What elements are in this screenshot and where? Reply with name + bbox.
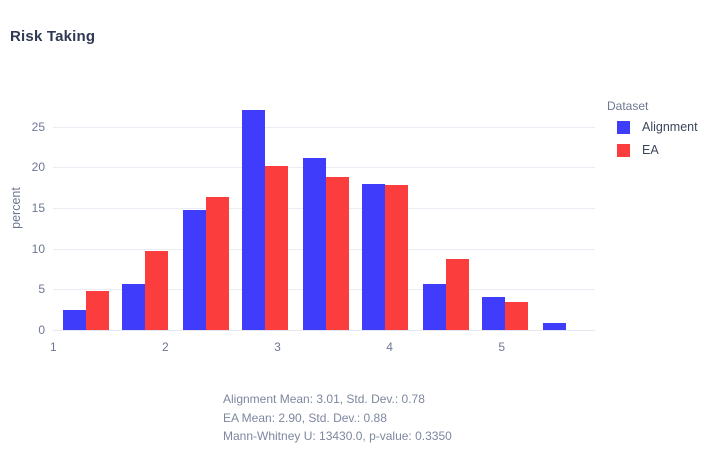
bar-ea-bin7[interactable] — [445, 259, 469, 330]
legend-title: Dataset — [607, 99, 649, 113]
stats-line-mannwhitney: Mann-Whitney U: 13430.0, p-value: 0.3350 — [223, 429, 452, 443]
bar-ea-bin8[interactable] — [505, 302, 529, 330]
x-tick-label: 2 — [162, 340, 169, 354]
x-tick-label: 5 — [498, 340, 506, 354]
legend-item-ea[interactable]: EA — [607, 143, 698, 157]
bar-alignment-bin8[interactable] — [482, 296, 506, 330]
legend-item-label: EA — [642, 143, 659, 157]
legend-item-alignment[interactable]: Alignment — [607, 120, 698, 134]
legend: Dataset Alignment EA — [607, 99, 698, 166]
bar-ea-bin5[interactable] — [325, 177, 349, 330]
bar-ea-bin3[interactable] — [205, 196, 229, 330]
y-tick-label: 25 — [31, 119, 45, 134]
bar-alignment-bin5[interactable] — [302, 157, 326, 330]
bar-ea-bin2[interactable] — [145, 251, 169, 330]
bar-alignment-bin3[interactable] — [182, 210, 206, 330]
x-tick-label: 3 — [274, 340, 281, 354]
bar-alignment-bin2[interactable] — [122, 283, 146, 330]
y-axis-title: percent — [9, 186, 23, 229]
y-tick-label: 0 — [38, 323, 45, 337]
bar-ea-bin4[interactable] — [265, 165, 289, 330]
ea-swatch-icon — [617, 143, 630, 157]
x-tick-label: 1 — [49, 340, 57, 354]
y-tick-label: 10 — [31, 241, 45, 256]
bar-alignment-bin1[interactable] — [62, 310, 86, 330]
x-tick-label: 4 — [386, 340, 393, 354]
x-axis-line — [53, 330, 595, 331]
y-tick-label: 15 — [31, 201, 45, 216]
bar-alignment-bin7[interactable] — [422, 283, 446, 330]
alignment-swatch-icon — [617, 120, 630, 134]
stats-annotation: Alignment Mean: 3.01, Std. Dev.: 0.78 EA… — [223, 390, 452, 446]
bar-alignment-bin6[interactable] — [362, 184, 386, 330]
bar-ea-bin1[interactable] — [85, 290, 109, 330]
legend-item-label: Alignment — [642, 120, 698, 134]
bar-alignment-bin9[interactable] — [542, 322, 566, 330]
bar-alignment-bin4[interactable] — [242, 110, 266, 330]
chart-title: Risk Taking — [10, 28, 96, 45]
bar-ea-bin6[interactable] — [385, 185, 409, 330]
stats-line-alignment: Alignment Mean: 3.01, Std. Dev.: 0.78 — [223, 392, 425, 406]
y-tick-label: 5 — [38, 282, 45, 297]
y-tick-label: 20 — [31, 160, 45, 175]
gridline-y25 — [53, 126, 595, 128]
stats-line-ea: EA Mean: 2.90, Std. Dev.: 0.88 — [223, 410, 387, 425]
